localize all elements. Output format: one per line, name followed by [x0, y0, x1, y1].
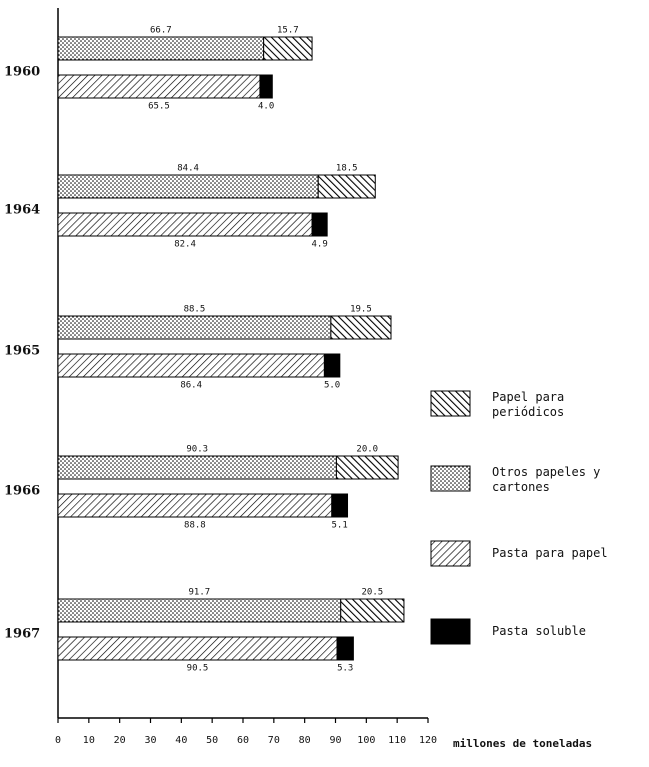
x-tick-label: 120: [419, 735, 437, 746]
value-label: 65.5: [148, 102, 170, 112]
x-tick-label: 100: [357, 735, 375, 746]
bar-segment: [331, 493, 349, 518]
value-label: 18.5: [336, 164, 358, 174]
value-label: 88.5: [184, 305, 206, 315]
year-label: 1960: [4, 65, 40, 80]
x-tick-label: 90: [329, 735, 341, 746]
x-tick-label: 0: [55, 735, 61, 746]
bar-segment: [335, 455, 399, 480]
value-label: 90.3: [186, 445, 208, 455]
value-label: 90.5: [187, 664, 209, 674]
x-axis-label: millones de toneladas: [453, 737, 592, 750]
x-tick-label: 110: [388, 735, 406, 746]
x-tick-label: 50: [206, 735, 218, 746]
bar-segment: [57, 212, 313, 237]
bar-segment: [336, 636, 354, 661]
legend-swatch: [430, 540, 471, 567]
value-label: 15.7: [277, 26, 299, 36]
bar-segment: [57, 493, 333, 518]
legend-swatch: [430, 390, 471, 417]
value-label: 4.9: [311, 240, 327, 250]
bar-segment: [57, 74, 261, 99]
bar-segment: [57, 36, 265, 61]
bar-segment: [259, 74, 273, 99]
value-label: 5.0: [324, 381, 340, 391]
legend-label: Pasta para papel: [492, 546, 608, 560]
x-tick-label: 30: [144, 735, 156, 746]
bar-segment: [311, 212, 328, 237]
bar-segment: [57, 598, 342, 623]
bar-segment: [57, 315, 332, 340]
x-tick-label: 10: [83, 735, 95, 746]
x-tick-label: 40: [175, 735, 187, 746]
bar-segment: [323, 353, 341, 378]
x-tick-label: 80: [299, 735, 311, 746]
x-tick-label: 20: [114, 735, 126, 746]
value-label: 19.5: [350, 305, 372, 315]
bar-segment: [57, 174, 319, 199]
legend-label: Pasta soluble: [492, 624, 586, 638]
value-label: 91.7: [189, 588, 211, 598]
legend-label: Otros papeles y cartones: [492, 465, 601, 494]
value-label: 20.0: [356, 445, 378, 455]
value-label: 5.3: [337, 664, 353, 674]
bar-segment: [330, 315, 392, 340]
value-label: 82.4: [174, 240, 196, 250]
legend-swatch: [430, 465, 471, 492]
bar-segment: [57, 353, 325, 378]
x-tick-label: 70: [268, 735, 280, 746]
value-label: 84.4: [177, 164, 199, 174]
value-label: 88.8: [184, 521, 206, 531]
value-label: 5.1: [332, 521, 348, 531]
legend-label: Papel para periódicos: [492, 390, 565, 419]
bar-segment: [317, 174, 376, 199]
x-tick-label: 60: [237, 735, 249, 746]
legend-swatch: [430, 618, 471, 645]
year-label: 1966: [4, 484, 40, 499]
bar-segment: [57, 455, 337, 480]
year-label: 1965: [4, 344, 40, 359]
value-label: 20.5: [362, 588, 384, 598]
year-label: 1967: [4, 627, 40, 642]
value-label: 66.7: [150, 26, 172, 36]
bar-segment: [57, 636, 338, 661]
bar-segment: [340, 598, 405, 623]
year-label: 1964: [4, 203, 40, 218]
value-label: 86.4: [180, 381, 202, 391]
value-label: 4.0: [258, 102, 274, 112]
bar-segment: [263, 36, 313, 61]
